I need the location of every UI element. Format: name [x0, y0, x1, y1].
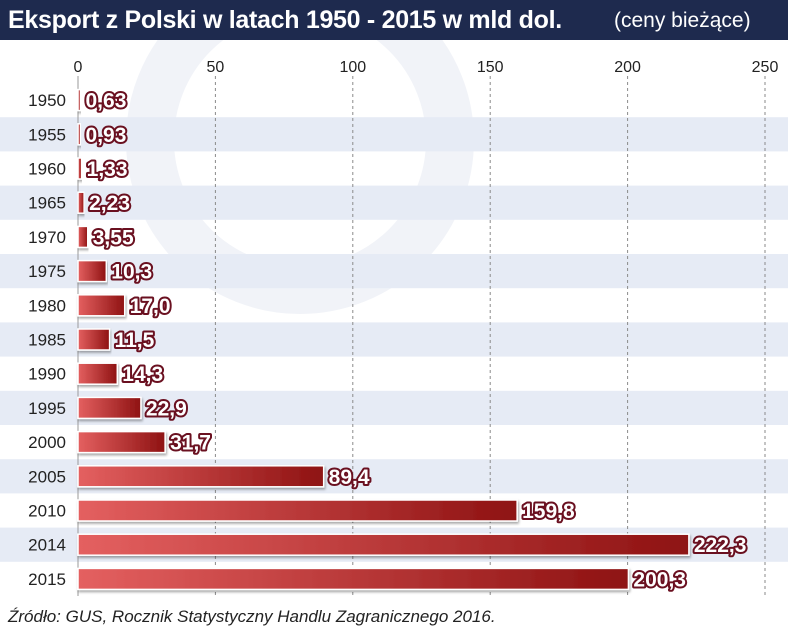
value-label: 200,3 [633, 568, 686, 591]
bar-2015 [77, 567, 630, 591]
category-label: 1985 [28, 331, 66, 350]
category-label: 1995 [28, 399, 66, 418]
category-label: 1960 [28, 160, 66, 179]
bar-2005 [77, 465, 325, 488]
category-label: 1970 [28, 228, 66, 247]
value-label: 11,5 [115, 329, 155, 352]
value-label: 14,3 [122, 363, 163, 386]
bar-1950 [77, 88, 82, 112]
category-label: 1955 [28, 125, 66, 144]
category-label: 1965 [28, 194, 66, 213]
bar-2014 [77, 533, 690, 556]
bar-1990 [77, 362, 119, 385]
x-tick-label: 250 [752, 59, 779, 76]
value-label: 3,55 [93, 226, 134, 249]
category-label: 2010 [28, 502, 66, 521]
row-stripe [0, 254, 788, 289]
x-axis-ticks: 0 50 100 150 200 250 [74, 59, 779, 76]
bar-1960 [77, 157, 83, 180]
row-stripe [0, 117, 788, 152]
value-label: 159,8 [522, 500, 575, 523]
bar-1965 [77, 191, 85, 214]
value-label: 1,33 [87, 158, 128, 181]
category-label: 2014 [28, 536, 66, 555]
bar-1985 [77, 328, 111, 351]
chart-title: Eksport z Polski w latach 1950 - 2015 w … [8, 6, 562, 34]
row-stripe [0, 322, 788, 357]
category-label: 1975 [28, 262, 66, 281]
category-label: 1990 [28, 365, 66, 384]
bar-1970 [77, 225, 89, 249]
category-label: 2000 [28, 433, 66, 452]
value-label: 2,23 [89, 192, 130, 215]
bar-chart: 0 50 100 150 200 250 1950 1955 1960 1965 1970 1975… [0, 40, 788, 596]
x-tick-label: 200 [614, 59, 641, 76]
category-label: 1980 [28, 296, 66, 315]
category-label: 2015 [28, 570, 66, 589]
bars [77, 88, 690, 591]
category-label: 2005 [28, 467, 66, 486]
x-tick-label: 100 [339, 59, 366, 76]
bar-1955 [77, 123, 82, 146]
bar-2000 [77, 430, 166, 454]
value-label: 0,63 [86, 90, 127, 113]
value-label: 89,4 [329, 466, 370, 489]
value-label: 22,9 [146, 397, 187, 420]
value-labels: 0,63 0,93 1,33 2,23 3,55 10,3 17,0 11,5 14,3 22,9… [84, 88, 749, 594]
value-label: 10,3 [111, 261, 152, 284]
bar-2010 [77, 499, 518, 522]
category-label: 1950 [28, 91, 66, 110]
chart-header: Eksport z Polski w latach 1950 - 2015 w … [0, 0, 788, 40]
value-label: 17,0 [130, 295, 171, 318]
watermark-ring [126, 40, 474, 314]
chart-subtitle: (ceny bieżące) [614, 9, 751, 32]
bar-1995 [77, 396, 142, 420]
watermark-logo [126, 40, 474, 314]
value-label: 222,3 [694, 534, 747, 557]
x-tick-label: 50 [207, 59, 225, 76]
source-note: Źródło: GUS, Rocznik Statystyczny Handlu… [8, 607, 496, 626]
category-labels: 1950 1955 1960 1965 1970 1975 1980 1985 1990 1995… [28, 91, 66, 589]
x-tick-label: 150 [477, 59, 504, 76]
value-label: 31,7 [170, 432, 211, 455]
bar-1980 [77, 294, 126, 317]
x-tick-label: 0 [74, 59, 83, 76]
bar-1975 [77, 259, 108, 283]
value-label: 0,93 [86, 124, 127, 147]
row-stripe [0, 185, 788, 220]
